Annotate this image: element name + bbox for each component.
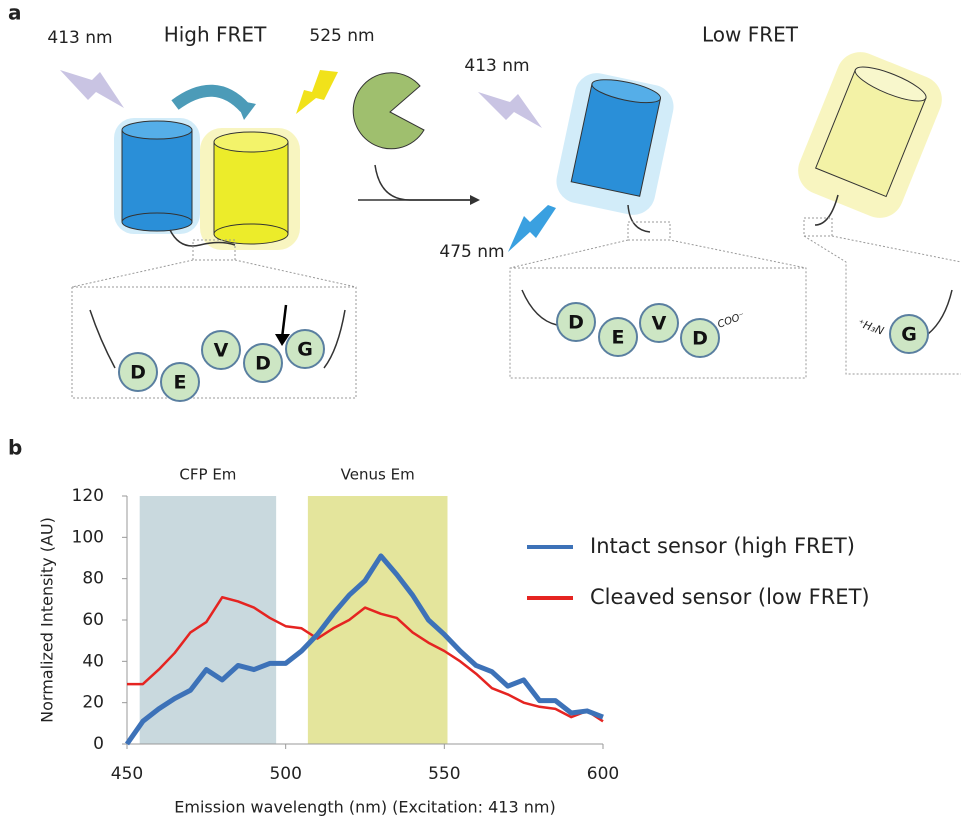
y-axis-label: Normalized Intensity (AU) [38, 517, 57, 723]
cleavage-arrow [282, 305, 286, 338]
band-label: CFP Em [179, 466, 236, 484]
wavelength-label: 413 nm [464, 56, 529, 76]
residue-label: D [255, 353, 271, 375]
state-title: High FRET [164, 23, 267, 47]
y-tick-label: 20 [82, 693, 104, 713]
residue-label: D [568, 312, 584, 334]
residue-label: V [652, 313, 667, 335]
panel-a-drawing [60, 45, 961, 398]
residue-label: E [174, 372, 187, 394]
transfer-arrow [175, 91, 245, 108]
y-tick-label: 60 [82, 610, 104, 630]
x-tick-label: 500 [269, 764, 301, 784]
excitation-bolt [60, 70, 124, 108]
y-tick-label: 0 [93, 734, 104, 754]
wavelength-label: 413 nm [47, 28, 112, 48]
arrow-head [470, 195, 480, 205]
zoom-frame [72, 260, 356, 398]
cylinder-top [214, 132, 288, 152]
x-tick-label: 600 [587, 764, 619, 784]
residue-label: G [297, 339, 313, 361]
zoom-box [804, 218, 832, 236]
legend-label: Intact sensor (high FRET) [590, 534, 855, 558]
y-tick-label: 120 [72, 486, 104, 506]
figure: a 413 nm High FRET 525 nm 413 nm Low FRE… [0, 0, 961, 824]
y-tick-label: 40 [82, 651, 104, 671]
linker [928, 290, 952, 334]
state-title: Low FRET [702, 23, 799, 47]
excitation-bolt [478, 92, 542, 128]
x-tick-label: 550 [428, 764, 460, 784]
terminus-label: ⁺H₃N [856, 316, 886, 337]
residue-label: D [130, 362, 146, 384]
x-axis-label: Emission wavelength (nm) (Excitation: 41… [174, 798, 555, 817]
terminus-label: COO⁻ [716, 311, 746, 331]
x-tick-label: 450 [111, 764, 143, 784]
band-label: Venus Em [341, 466, 415, 484]
chart: CFP Em Venus Em 0 20 40 60 80 100 120 450 500 550 60… [38, 466, 870, 817]
zoom-frame [804, 236, 961, 374]
legend-label: Cleaved sensor (low FRET) [590, 585, 870, 609]
y-tick-label: 100 [72, 527, 104, 547]
emission-bolt [508, 205, 556, 252]
wavelength-label: 475 nm [439, 242, 504, 262]
panel-label: a [8, 1, 22, 25]
panel-label: b [8, 436, 22, 460]
residue-label: E [612, 327, 625, 349]
emission-bolt [296, 70, 338, 114]
reaction-arrow [375, 165, 470, 200]
acceptor-cylinder [214, 142, 288, 234]
residue-label: G [901, 324, 917, 346]
zoom-frame [832, 236, 961, 262]
cylinder-bottom [122, 213, 192, 231]
residue-label: V [214, 340, 229, 362]
wavelength-label: 525 nm [309, 26, 374, 46]
residue-label: D [692, 328, 708, 350]
donor-cylinder [122, 130, 192, 222]
y-tick-label: 80 [82, 569, 104, 589]
protease [353, 73, 424, 149]
cylinder-top [122, 121, 192, 139]
linker [522, 290, 557, 325]
cylinder-bottom [214, 224, 288, 244]
